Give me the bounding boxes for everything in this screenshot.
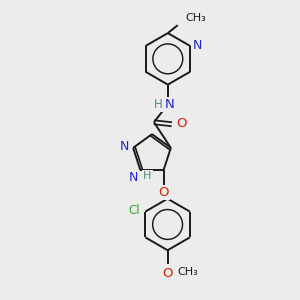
- Text: CH₃: CH₃: [186, 13, 206, 23]
- Text: H: H: [143, 171, 152, 181]
- Text: N: N: [193, 40, 203, 52]
- Text: O: O: [158, 186, 169, 199]
- Text: N: N: [165, 98, 175, 111]
- Text: O: O: [162, 267, 173, 280]
- Text: O: O: [177, 117, 187, 130]
- Text: N: N: [120, 140, 129, 153]
- Text: H: H: [154, 98, 163, 111]
- Text: Cl: Cl: [129, 204, 140, 217]
- Text: CH₃: CH₃: [178, 267, 198, 277]
- Text: N: N: [129, 171, 138, 184]
